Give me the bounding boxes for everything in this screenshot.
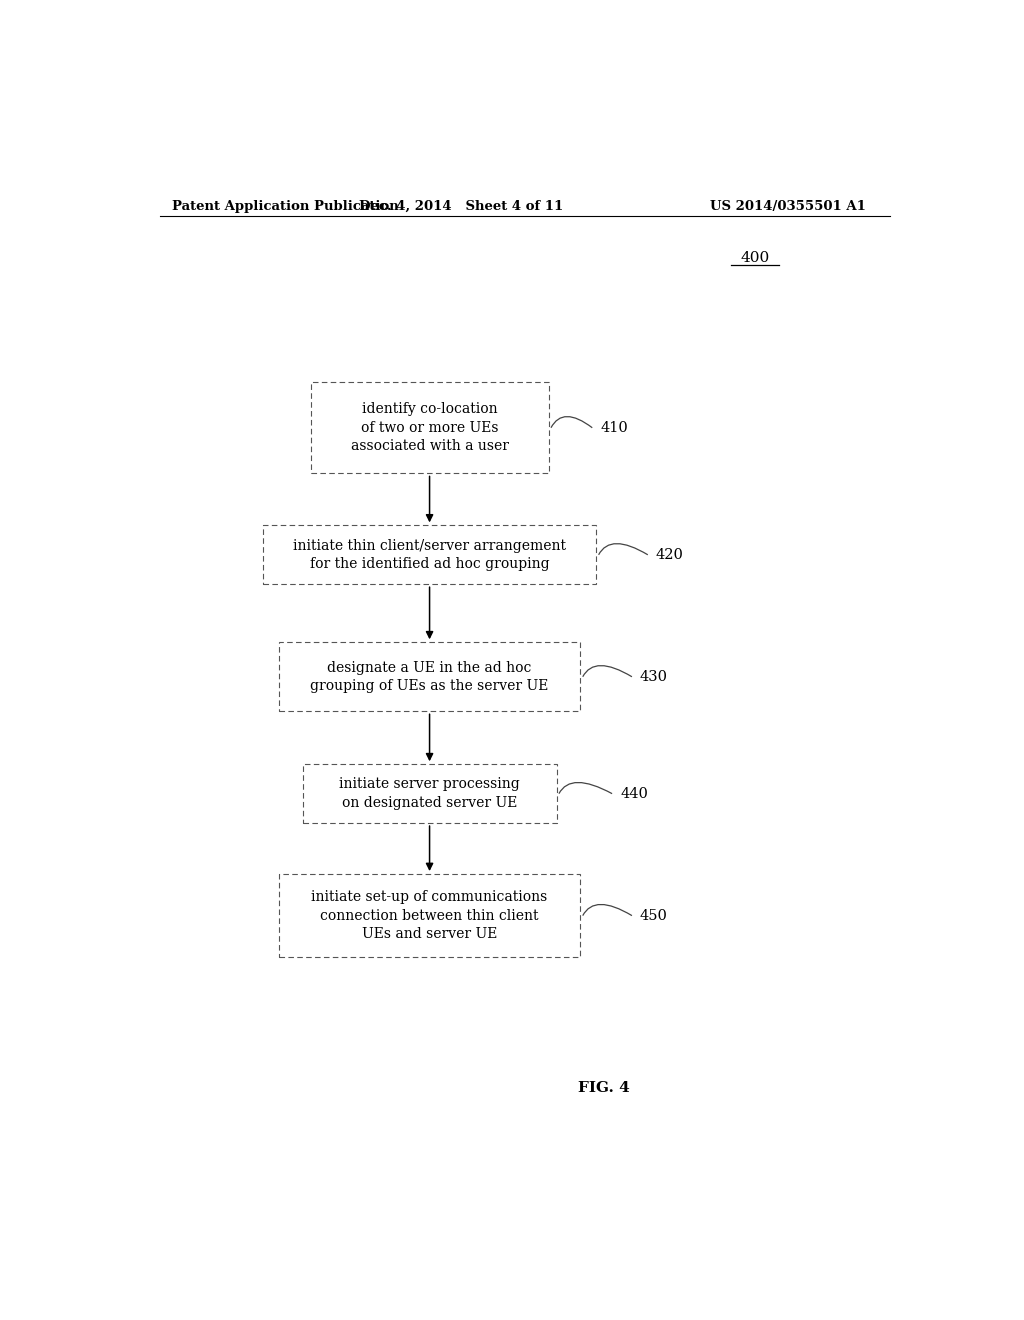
FancyBboxPatch shape [310,381,549,474]
Text: 430: 430 [640,669,668,684]
FancyBboxPatch shape [303,764,557,824]
Text: US 2014/0355501 A1: US 2014/0355501 A1 [711,199,866,213]
Text: designate a UE in the ad hoc
grouping of UEs as the server UE: designate a UE in the ad hoc grouping of… [310,660,549,693]
Text: 400: 400 [740,251,770,265]
Text: identify co-location
of two or more UEs
associated with a user: identify co-location of two or more UEs … [350,403,509,453]
Text: initiate thin client/server arrangement
for the identified ad hoc grouping: initiate thin client/server arrangement … [293,539,566,572]
Text: Dec. 4, 2014   Sheet 4 of 11: Dec. 4, 2014 Sheet 4 of 11 [359,199,563,213]
Text: initiate server processing
on designated server UE: initiate server processing on designated… [339,777,520,810]
Text: 410: 410 [600,421,628,434]
Text: initiate set-up of communications
connection between thin client
UEs and server : initiate set-up of communications connec… [311,890,548,941]
Text: Patent Application Publication: Patent Application Publication [172,199,398,213]
Text: 440: 440 [620,787,648,801]
Text: 450: 450 [640,908,668,923]
FancyBboxPatch shape [263,525,596,585]
FancyBboxPatch shape [279,874,581,957]
Text: FIG. 4: FIG. 4 [579,1081,630,1096]
FancyBboxPatch shape [279,643,581,711]
Text: 420: 420 [655,548,684,562]
